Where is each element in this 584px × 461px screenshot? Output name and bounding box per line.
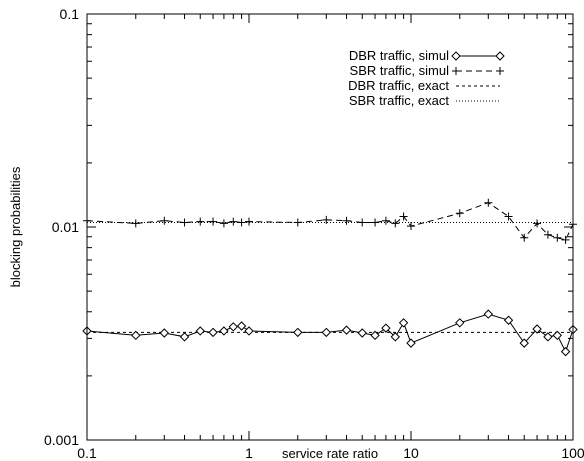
data-point-0 <box>390 332 401 342</box>
data-point-0 <box>483 309 494 319</box>
series-line-0 <box>86 313 574 353</box>
data-point-0 <box>381 323 391 333</box>
data-point-1 <box>533 219 542 228</box>
data-point-1 <box>229 217 238 226</box>
plot-frame <box>86 13 574 441</box>
legend-label: SBR traffic, simul <box>350 63 450 78</box>
data-point-1 <box>391 219 400 228</box>
legend-label: DBR traffic, exact <box>348 78 449 93</box>
data-point-1 <box>160 216 169 225</box>
data-point-1 <box>131 219 140 228</box>
data-point-0 <box>293 327 303 338</box>
tick-labels: 0.1 1 10 100 0.001 0.01 0.1 <box>44 6 584 461</box>
data-point-0 <box>244 326 254 336</box>
data-point-1 <box>358 218 367 227</box>
data-point-0 <box>357 328 367 338</box>
x-tick-label: 0.1 <box>77 445 97 461</box>
y-tick-label: 0.001 <box>44 432 79 448</box>
data-point-0 <box>321 327 332 338</box>
legend-label: SBR traffic, exact <box>349 93 450 108</box>
data-point-1 <box>381 216 390 225</box>
data-point-0 <box>219 326 229 336</box>
legend-marker <box>452 67 460 75</box>
series-lines <box>86 202 574 353</box>
data-point-1 <box>455 209 464 218</box>
data-point-0 <box>195 326 205 336</box>
y-tick-label: 0.1 <box>60 6 80 22</box>
data-point-1 <box>219 219 228 228</box>
data-point-0 <box>532 324 542 334</box>
data-point-1 <box>407 222 415 231</box>
data-point-1 <box>245 217 253 226</box>
legend-marker <box>451 51 461 61</box>
legend-marker <box>496 67 504 75</box>
y-tick-label: 0.01 <box>52 219 79 235</box>
data-point-1 <box>196 217 205 226</box>
data-point-1 <box>553 233 562 242</box>
x-tick-label: 100 <box>561 445 584 461</box>
data-point-1 <box>543 230 552 239</box>
y-axis-label: blocking probabilities <box>8 166 23 287</box>
data-point-0 <box>503 315 514 325</box>
data-point-0 <box>236 321 247 331</box>
data-point-1 <box>484 198 493 207</box>
data-point-0 <box>552 330 563 341</box>
data-point-0 <box>398 318 409 328</box>
data-point-0 <box>131 330 141 341</box>
data-point-1 <box>371 218 380 227</box>
x-axis-label: service rate ratio <box>282 446 378 461</box>
data-point-0 <box>341 325 352 335</box>
data-point-0 <box>543 332 553 342</box>
data-point-1 <box>504 212 513 221</box>
data-point-1 <box>399 212 408 221</box>
data-point-0 <box>179 332 190 342</box>
data-point-0 <box>370 330 380 341</box>
data-point-0 <box>560 346 571 357</box>
data-point-0 <box>159 328 170 338</box>
data-point-0 <box>455 318 465 328</box>
data-point-1 <box>237 218 246 227</box>
series-markers <box>82 198 578 357</box>
data-point-1 <box>209 217 218 226</box>
legend-marker <box>495 51 505 61</box>
data-point-1 <box>180 218 189 227</box>
legend-label: DBR traffic, simul <box>349 48 449 63</box>
data-point-1 <box>293 218 302 227</box>
data-point-1 <box>561 235 570 244</box>
data-point-1 <box>342 216 351 225</box>
data-point-1 <box>322 215 331 224</box>
data-point-0 <box>208 327 218 338</box>
data-point-0 <box>228 322 239 332</box>
tick-marks <box>86 14 573 441</box>
data-point-1 <box>520 233 529 242</box>
x-tick-label: 1 <box>245 445 253 461</box>
data-point-0 <box>519 338 529 348</box>
data-point-0 <box>406 338 416 348</box>
series-line-1 <box>86 202 574 241</box>
x-tick-label: 10 <box>403 445 419 461</box>
